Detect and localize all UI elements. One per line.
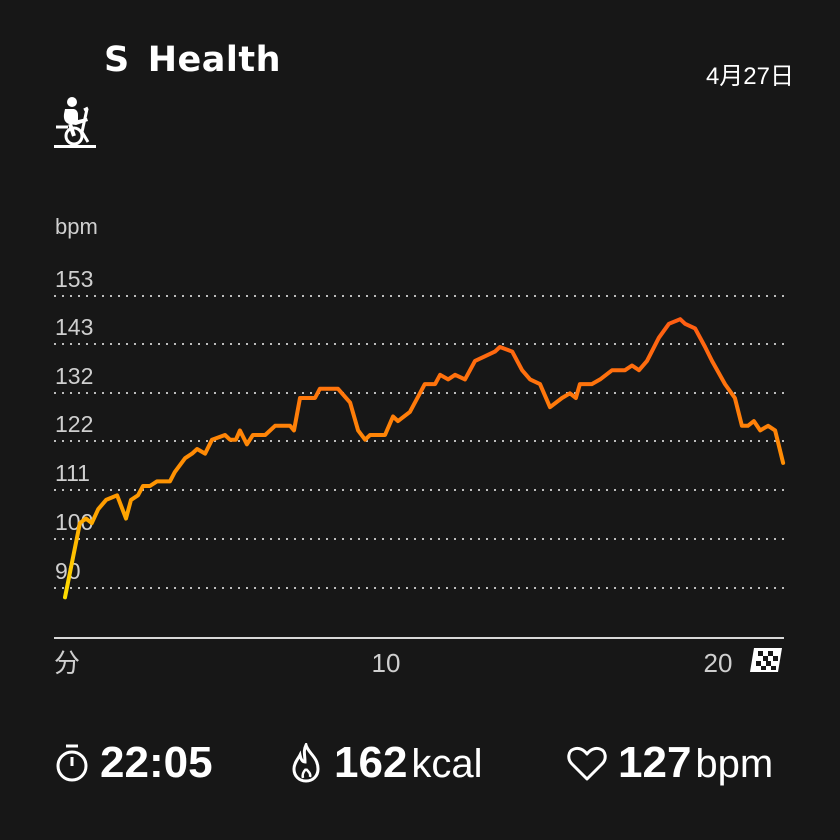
y-tick-label: 153 xyxy=(55,266,93,292)
y-tick-label: 111 xyxy=(55,460,90,486)
calories-value: 162 xyxy=(334,738,408,787)
x-axis-unit: 分 xyxy=(54,648,80,678)
heart-rate-stat: 127 bpm xyxy=(566,738,773,788)
y-tick-label: 100 xyxy=(55,509,93,535)
y-axis-unit: bpm xyxy=(55,214,98,239)
stopwatch-icon xyxy=(56,744,88,782)
checkered-flag-icon xyxy=(750,648,782,672)
y-tick-label: 143 xyxy=(55,314,93,340)
calories-unit: kcal xyxy=(411,742,483,786)
heart-icon xyxy=(567,746,607,781)
workout-stats: 22:05 162 kcal 127 bpm xyxy=(0,738,840,798)
heart-rate-value: 127 xyxy=(618,738,692,787)
x-tick-label: 20 xyxy=(704,648,733,678)
workout-date: 4月27日 xyxy=(705,63,794,90)
logo-text: Health xyxy=(147,40,282,80)
flame-icon xyxy=(292,743,320,783)
exercise-bike-icon xyxy=(54,97,96,148)
y-tick-label: 122 xyxy=(55,411,93,437)
heart-rate-line xyxy=(63,317,786,600)
calories-stat: 162 kcal xyxy=(288,738,483,788)
heart-rate-unit: bpm xyxy=(695,742,774,786)
duration-stat: 22:05 xyxy=(54,738,213,788)
y-tick-label: 132 xyxy=(55,363,93,389)
x-tick-label: 10 xyxy=(372,648,401,678)
app-logo: S Health xyxy=(104,40,281,80)
logo-s: S xyxy=(104,40,130,80)
duration-value: 22:05 xyxy=(100,738,213,787)
